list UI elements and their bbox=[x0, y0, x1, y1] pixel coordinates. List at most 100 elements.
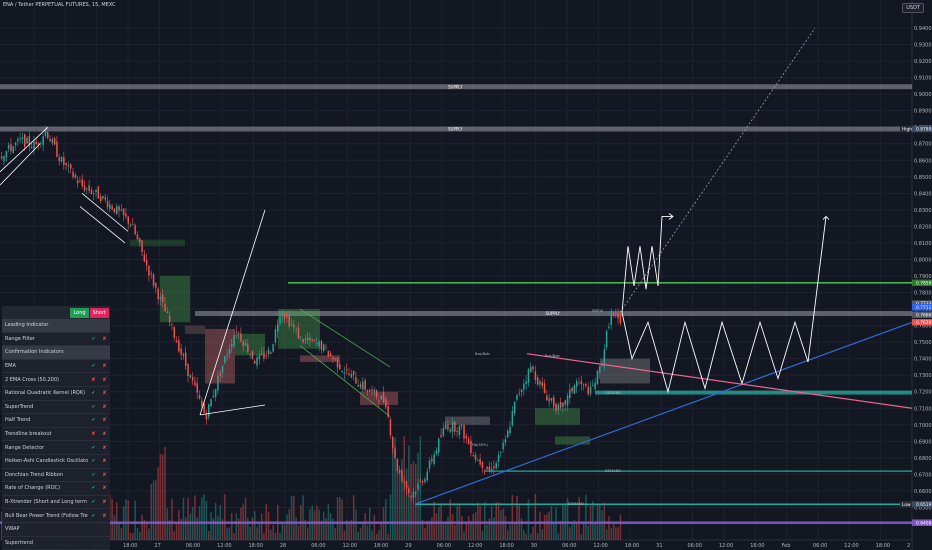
time-tick-label: 12:00 bbox=[593, 543, 607, 549]
candle-body bbox=[277, 324, 279, 332]
supply-zone bbox=[0, 84, 912, 90]
supply-zone bbox=[195, 311, 912, 317]
candle-body bbox=[42, 136, 44, 146]
candle-body bbox=[104, 197, 106, 200]
trendline bbox=[79, 206, 126, 244]
candle-body bbox=[589, 386, 592, 394]
chart-annotation: Bos/Bob bbox=[475, 352, 490, 356]
order-block-box bbox=[185, 325, 205, 334]
candle-body bbox=[143, 254, 146, 262]
time-tick-label: 2 bbox=[907, 543, 910, 549]
candle-body bbox=[263, 353, 265, 359]
candle-body bbox=[231, 343, 233, 348]
volume-bar bbox=[516, 496, 518, 540]
volume-bar bbox=[237, 518, 240, 540]
volume-bar bbox=[571, 522, 573, 540]
volume-bar bbox=[451, 514, 454, 540]
candle-body bbox=[173, 327, 175, 338]
panel-row: Trendline breakout ✘ ✘ bbox=[2, 427, 110, 442]
candle-body bbox=[534, 371, 537, 380]
volume-bar bbox=[362, 521, 364, 540]
volume-bar bbox=[341, 499, 343, 540]
candle-body bbox=[102, 196, 104, 199]
price-tick-label: 0.9400 bbox=[914, 26, 932, 32]
candle-body bbox=[260, 353, 263, 355]
volume-bar bbox=[258, 523, 261, 540]
panel-row: 2 EMA Cross (50,200) ✘ ✘ bbox=[2, 373, 110, 387]
volume-bar bbox=[233, 533, 235, 540]
price-tick-label: 0.7100 bbox=[914, 406, 932, 412]
candle-body bbox=[587, 387, 589, 395]
panel-row-label: Heiken-Ashi Candlestick Oscillator bbox=[5, 458, 88, 465]
candle-body bbox=[339, 364, 341, 370]
demand-zone bbox=[595, 390, 912, 395]
volume-bar bbox=[539, 511, 541, 540]
chart-annotation: DEMAND bbox=[605, 391, 621, 395]
volume-bar bbox=[428, 520, 431, 540]
order-block-box bbox=[600, 358, 650, 384]
candle-body bbox=[148, 265, 150, 276]
candle-body bbox=[486, 466, 488, 470]
volume-bar bbox=[194, 495, 196, 540]
long-status: ✔ bbox=[91, 499, 96, 506]
panel-row: VWAP bbox=[2, 522, 110, 537]
candle-body bbox=[617, 312, 619, 319]
order-block-box bbox=[445, 416, 490, 425]
price-tick-label: 0.8500 bbox=[914, 175, 932, 181]
volume-bar bbox=[145, 522, 148, 540]
candle-body bbox=[594, 382, 596, 389]
volume-bar bbox=[433, 501, 435, 540]
volume-bar bbox=[187, 498, 189, 540]
volume-bar bbox=[182, 497, 185, 540]
volume-bar bbox=[543, 515, 546, 540]
price-label-badge bbox=[912, 125, 932, 133]
volume-bar bbox=[444, 523, 447, 540]
short-status: ✘ bbox=[102, 458, 107, 465]
volume-bar bbox=[359, 527, 362, 540]
candle-body bbox=[405, 481, 408, 489]
volume-bar bbox=[495, 502, 497, 540]
currency-badge[interactable]: USDT bbox=[902, 3, 924, 13]
chart-annotation: DEMAND bbox=[605, 469, 621, 473]
panel-row-label: Rate of Change (ROC) bbox=[5, 485, 60, 492]
volume-bar bbox=[605, 529, 608, 540]
volume-bar bbox=[461, 515, 463, 540]
price-label-badge bbox=[912, 311, 932, 318]
trendline bbox=[0, 143, 41, 186]
candle-body bbox=[348, 373, 350, 375]
candle-body bbox=[421, 481, 424, 483]
candle-body bbox=[585, 384, 587, 386]
price-label-badge bbox=[912, 300, 932, 307]
candle-body bbox=[481, 461, 484, 469]
candle-body bbox=[210, 399, 212, 407]
trendline bbox=[199, 209, 266, 416]
price-label-value: 0.7666 bbox=[916, 312, 932, 318]
candle-body bbox=[129, 224, 132, 226]
price-tick-label: 0.7600 bbox=[914, 324, 932, 330]
candle-body bbox=[323, 344, 325, 351]
candle-body bbox=[5, 151, 8, 158]
candle-body bbox=[194, 381, 196, 386]
volume-bar bbox=[201, 497, 203, 540]
volume-bar bbox=[481, 530, 484, 540]
candle-body bbox=[539, 381, 541, 385]
order-block-box bbox=[130, 239, 185, 247]
volume-bar bbox=[477, 502, 479, 540]
candle-body bbox=[286, 315, 288, 318]
candle-body bbox=[47, 132, 49, 139]
candle-body bbox=[228, 348, 231, 355]
candle-body bbox=[182, 354, 185, 356]
candle-body bbox=[316, 343, 318, 344]
symbol-title[interactable]: ENA / Tether PERPETUAL FUTURES, 15, MEXC bbox=[3, 2, 116, 8]
candle-body bbox=[458, 425, 461, 435]
candle-body bbox=[373, 389, 376, 392]
candle-body bbox=[44, 130, 47, 136]
volume-bar bbox=[449, 499, 451, 540]
candle-body bbox=[369, 390, 371, 392]
candle-body bbox=[86, 188, 88, 190]
candle-body bbox=[470, 440, 472, 454]
volume-bar bbox=[323, 511, 325, 540]
panel-row-label: B-Xtrender (Short and Long term trend) bbox=[5, 499, 88, 506]
candle-body bbox=[385, 398, 387, 408]
